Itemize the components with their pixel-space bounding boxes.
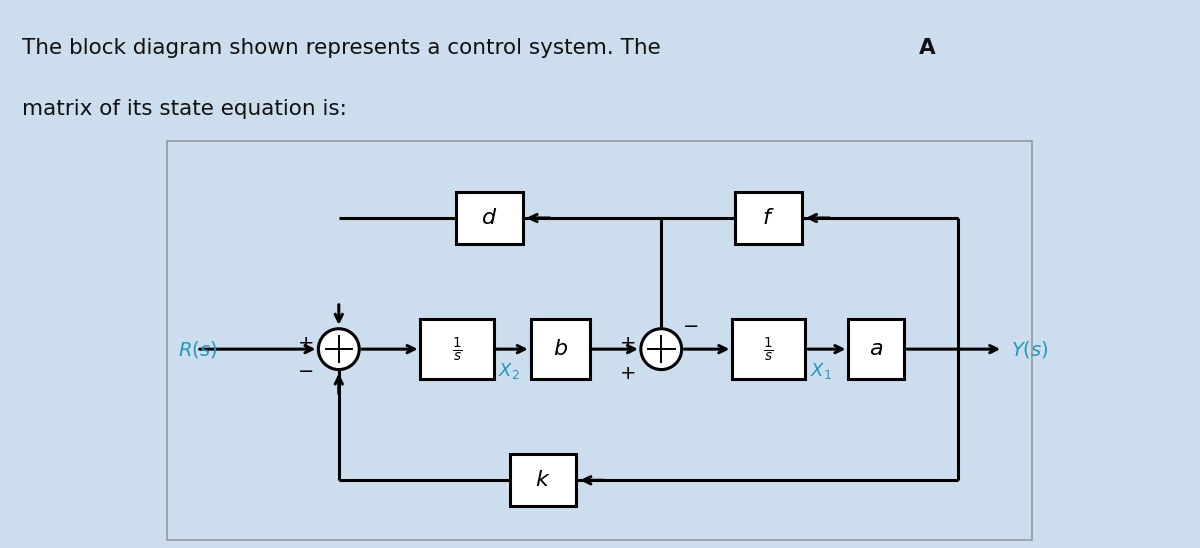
Text: −: − bbox=[683, 317, 700, 336]
Text: $b$: $b$ bbox=[553, 338, 568, 360]
Text: A: A bbox=[919, 38, 936, 58]
Text: $k$: $k$ bbox=[535, 469, 551, 491]
Bar bbox=[456, 192, 523, 244]
Text: $X_1$: $X_1$ bbox=[810, 361, 832, 381]
Text: $\frac{1}{s}$: $\frac{1}{s}$ bbox=[763, 335, 774, 363]
Text: matrix of its state equation is:: matrix of its state equation is: bbox=[22, 100, 347, 119]
Bar bbox=[510, 454, 576, 506]
Text: $\frac{1}{s}$: $\frac{1}{s}$ bbox=[451, 335, 462, 363]
Text: $d$: $d$ bbox=[481, 207, 497, 229]
Text: $a$: $a$ bbox=[869, 338, 883, 360]
Circle shape bbox=[318, 329, 359, 369]
Circle shape bbox=[641, 329, 682, 369]
Text: The block diagram shown represents a control system. The: The block diagram shown represents a con… bbox=[22, 38, 667, 58]
Bar bbox=[736, 192, 802, 244]
Text: $R(s)$: $R(s)$ bbox=[178, 339, 217, 359]
Bar bbox=[530, 319, 589, 379]
Text: +: + bbox=[620, 364, 636, 383]
Text: +: + bbox=[620, 334, 636, 352]
Text: $f$: $f$ bbox=[762, 207, 775, 229]
Text: +: + bbox=[298, 334, 314, 352]
Text: −: − bbox=[298, 362, 314, 381]
Bar bbox=[848, 319, 905, 379]
Bar bbox=[732, 319, 805, 379]
Text: $Y(s)$: $Y(s)$ bbox=[1010, 339, 1049, 359]
Bar bbox=[420, 319, 493, 379]
Text: $X_2$: $X_2$ bbox=[498, 361, 520, 381]
